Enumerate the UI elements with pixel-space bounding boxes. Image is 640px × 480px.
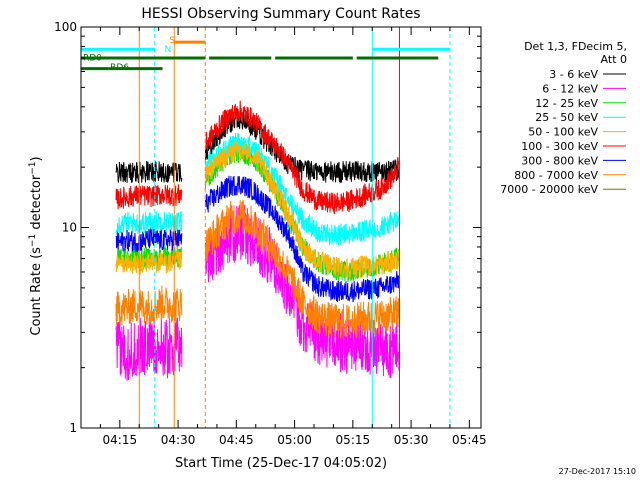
annotation-label-rd0: RD0 bbox=[83, 54, 102, 64]
x-tick-label: 04:30 bbox=[161, 433, 196, 447]
series-line-3-6-kev bbox=[115, 108, 400, 184]
chart-title: HESSI Observing Summary Count Rates bbox=[141, 6, 420, 22]
series-line-50-100-kev bbox=[115, 140, 400, 280]
y-axis-label: Count Rate (s−1 detector−1) bbox=[28, 156, 44, 335]
legend-header-line-1: Det 1,3, FDecim 5, bbox=[524, 40, 627, 53]
y-tick-label: 1 bbox=[69, 421, 77, 435]
series-line-25-50-kev bbox=[115, 132, 400, 246]
series-line-300-800-kev bbox=[115, 175, 400, 303]
legend-label-100-300-kev: 100 - 300 keV bbox=[521, 140, 598, 153]
x-axis-label: Start Time (25-Dec-17 04:05:02) bbox=[175, 456, 387, 471]
axes: 04:15 04:30 04:45 05:00 05:15 05:30 05:45 1 10 10… bbox=[54, 20, 487, 447]
annotation-label-s: S bbox=[169, 36, 175, 46]
x-tick-label: 04:15 bbox=[103, 433, 138, 447]
series-line-800-7000-kev bbox=[115, 200, 400, 339]
x-tick-label: 05:45 bbox=[452, 433, 487, 447]
footer-timestamp: 27-Dec-2017 15:10 bbox=[559, 467, 636, 476]
legend-label-6-12-kev: 6 - 12 keV bbox=[542, 82, 598, 95]
legend-label-25-50-kev: 25 - 50 keV bbox=[535, 111, 598, 124]
legend-label-50-100-kev: 50 - 100 keV bbox=[528, 126, 598, 139]
legend-label-7000-20000-kev: 7000 - 20000 keV bbox=[500, 183, 598, 196]
legend-label-800-7000-kev: 800 - 7000 keV bbox=[514, 169, 598, 182]
plot-area: SN RD0 RD6 bbox=[80, 27, 451, 428]
x-tick-label: 04:45 bbox=[219, 433, 254, 447]
x-tick-label: 05:00 bbox=[277, 433, 312, 447]
x-tick-label: 05:15 bbox=[336, 433, 371, 447]
legend-header-line-2: Att 0 bbox=[601, 53, 627, 66]
x-tick-label: 05:30 bbox=[394, 433, 429, 447]
legend-label-300-800-kev: 300 - 800 keV bbox=[521, 154, 598, 167]
series-line-100-300-kev bbox=[115, 100, 400, 215]
y-tick-label: 10 bbox=[62, 221, 77, 235]
annotation-label-rd6: RD6 bbox=[110, 63, 129, 73]
y-tick-label: 100 bbox=[54, 20, 77, 34]
legend-label-3-6-kev: 3 - 6 keV bbox=[549, 68, 598, 81]
annotation-label-n: N bbox=[165, 45, 172, 55]
legend-label-12-25-kev: 12 - 25 keV bbox=[535, 97, 598, 110]
